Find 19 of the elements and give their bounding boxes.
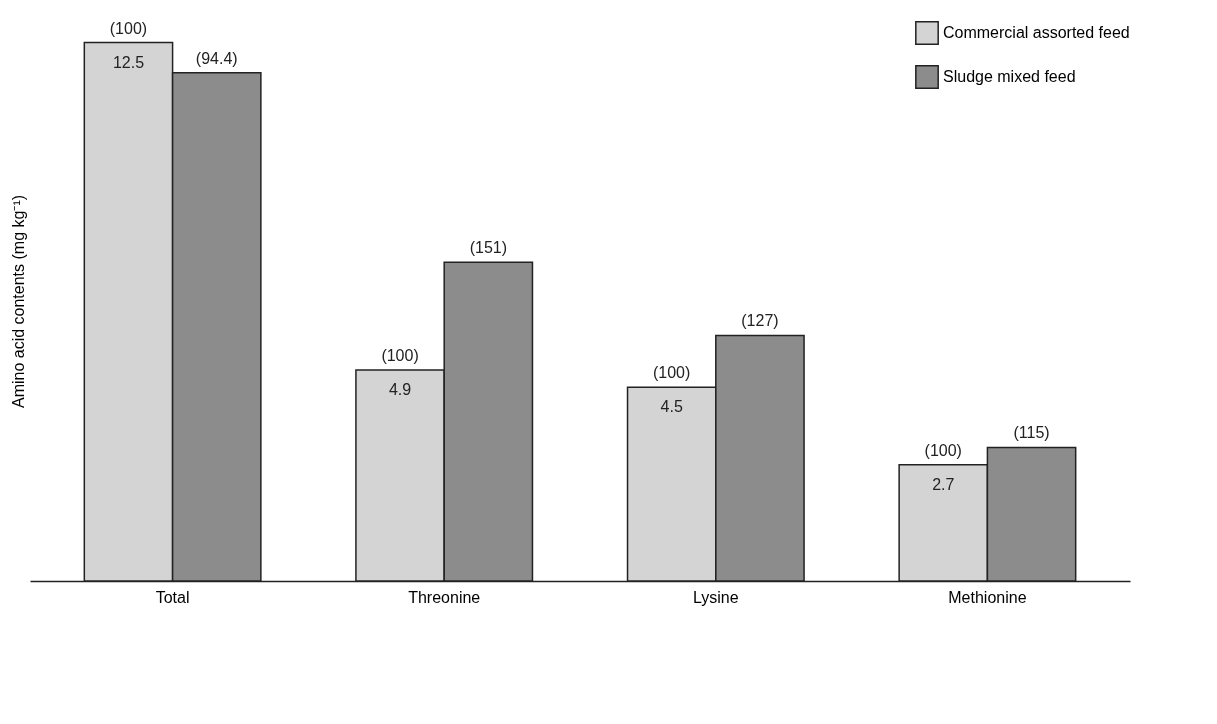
data-label: 12.5 — [112, 53, 145, 71]
legend-label: Commercial assorted feed — [943, 24, 1130, 41]
x-tick-label: Total — [155, 588, 190, 606]
y-axis-title: Amino acid contents (mg kg⁻¹) — [9, 194, 27, 409]
annotation: (151) — [469, 239, 508, 257]
data-label: 2.7 — [932, 475, 955, 493]
annotation: (100) — [924, 441, 962, 459]
annotation: (127) — [741, 312, 779, 330]
data-label: 4.9 — [388, 380, 412, 398]
annotation: (100) — [381, 346, 419, 364]
annotation: (100) — [109, 19, 148, 37]
annotation: (115) — [1013, 424, 1050, 442]
annotation: (94.4) — [195, 49, 238, 67]
data-label: 4.5 — [660, 398, 683, 416]
x-tick-label: Threonine — [408, 588, 481, 606]
x-tick-label: Lysine — [692, 588, 739, 606]
x-tick-label: Methionine — [948, 588, 1027, 606]
legend-label: Sludge mixed feed — [943, 68, 1076, 85]
annotation: (100) — [652, 364, 691, 382]
